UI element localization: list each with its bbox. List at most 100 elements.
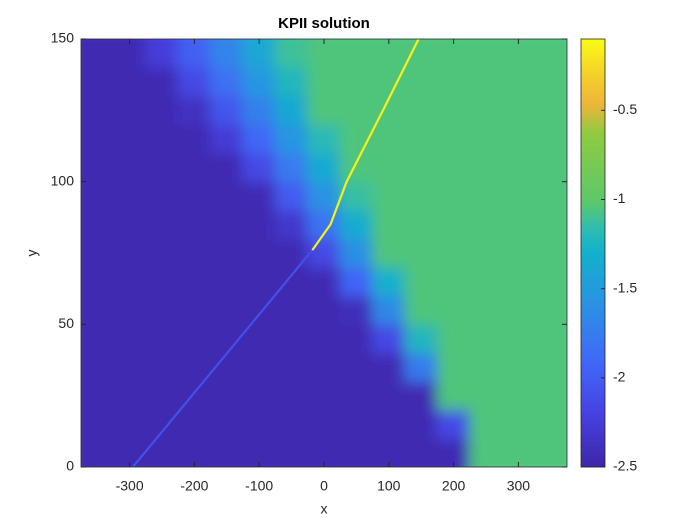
heatmap-cell <box>501 152 536 183</box>
heatmap-cell <box>242 152 276 183</box>
heatmap-cell <box>145 409 179 439</box>
colorbar-swatch <box>581 38 605 43</box>
colorbar-swatch <box>581 102 605 108</box>
heatmap-cell <box>210 124 244 154</box>
colorbar-swatch <box>581 338 605 343</box>
colorbar-swatch <box>581 234 605 240</box>
heatmap-cell <box>404 67 438 97</box>
heatmap-cell <box>404 95 438 126</box>
heatmap-cell <box>242 39 276 69</box>
heatmap-cell <box>534 152 567 183</box>
heatmap-cell <box>501 352 536 382</box>
colorbar-swatch <box>581 184 605 190</box>
heatmap-cell <box>501 67 536 97</box>
heatmap-cell <box>469 409 503 439</box>
heatmap-cell <box>307 352 341 382</box>
colorbar-tick-label: -1 <box>613 190 626 206</box>
heatmap-cell <box>307 39 341 69</box>
heatmap-cell <box>534 181 567 211</box>
colorbar-swatch <box>581 113 605 118</box>
heatmap-cell <box>404 266 438 297</box>
heatmap-cell <box>210 95 244 126</box>
heatmap-cell <box>81 95 114 126</box>
heatmap-cell <box>145 352 179 382</box>
colorbar-swatch <box>581 373 605 379</box>
colorbar-swatch <box>581 452 605 457</box>
colorbar-swatch <box>581 395 605 400</box>
colorbar-swatch <box>581 291 605 297</box>
colorbar-swatch <box>581 195 605 200</box>
heatmap-cell <box>372 380 406 411</box>
heatmap-cell <box>469 124 503 154</box>
colorbar-swatch <box>581 352 605 357</box>
heatmap-cell <box>534 39 567 69</box>
heatmap-cell <box>372 124 406 154</box>
heatmap-cell <box>501 409 536 439</box>
colorbar-swatch <box>581 174 605 179</box>
heatmap-cell <box>307 152 341 183</box>
heatmap-cell <box>307 124 341 154</box>
colorbar-swatch <box>581 256 605 261</box>
heatmap-cell <box>534 209 567 240</box>
heatmap-cell <box>501 124 536 154</box>
heatmap-cell <box>210 67 244 97</box>
heatmap-cell <box>145 67 179 97</box>
colorbar-swatch <box>581 170 605 175</box>
heatmap-cell <box>145 323 179 354</box>
heatmap-cell <box>501 380 536 411</box>
heatmap-cell <box>81 152 114 183</box>
heatmap-cell <box>112 238 147 268</box>
colorbar-swatch <box>581 231 605 236</box>
heatmap-cell <box>274 181 309 211</box>
colorbar-swatch <box>581 327 605 332</box>
colorbar-swatch <box>581 60 605 65</box>
heatmap-cell <box>307 181 341 211</box>
heatmap-cell <box>372 181 406 211</box>
heatmap-cell <box>436 209 471 240</box>
heatmap-cell <box>242 238 276 268</box>
colorbar-swatch <box>581 431 605 436</box>
heatmap-cell <box>145 39 179 69</box>
colorbar-swatch <box>581 370 605 375</box>
heatmap-cell <box>81 181 114 211</box>
heatmap-cell <box>145 181 179 211</box>
heatmap-cell <box>112 295 147 325</box>
colorbar-swatch <box>581 459 605 464</box>
colorbar-swatch <box>581 413 605 418</box>
colorbar-swatch <box>581 381 605 386</box>
colorbar-swatch <box>581 199 605 204</box>
colorbar-tick-label: -1.5 <box>613 279 637 295</box>
heatmap-cell <box>469 437 503 467</box>
heatmap-cell <box>274 352 309 382</box>
colorbar-swatch <box>581 242 605 247</box>
heatmap-cell <box>81 39 114 69</box>
heatmap-cell <box>436 67 471 97</box>
colorbar-swatch <box>581 406 605 411</box>
heatmap-cell <box>372 266 406 297</box>
colorbar-frame <box>580 38 606 468</box>
colorbar-swatch <box>581 331 605 336</box>
colorbar-swatch <box>581 249 605 254</box>
colorbar-swatch <box>581 110 605 115</box>
colorbar-swatch <box>581 306 605 311</box>
heatmap-cell <box>274 437 309 467</box>
heatmap-cell <box>210 266 244 297</box>
heatmap-cell <box>339 352 374 382</box>
heatmap-cell <box>307 266 341 297</box>
colorbar-swatch <box>581 427 605 432</box>
heatmap-cell <box>501 95 536 126</box>
colorbar-swatch <box>581 238 605 243</box>
colorbar-swatch <box>581 463 605 468</box>
colorbar-swatch <box>581 88 605 93</box>
heatmap-cell <box>81 437 114 467</box>
heatmap-cell <box>501 181 536 211</box>
heatmap-cell <box>145 266 179 297</box>
heatmap-cell <box>81 124 114 154</box>
colorbar-swatch <box>581 320 605 325</box>
colorbar-swatch <box>581 288 605 293</box>
heatmap-cell <box>469 295 503 325</box>
heatmap-cell <box>339 238 374 268</box>
soliton-lines <box>131 39 420 467</box>
heatmap-cell <box>339 295 374 325</box>
